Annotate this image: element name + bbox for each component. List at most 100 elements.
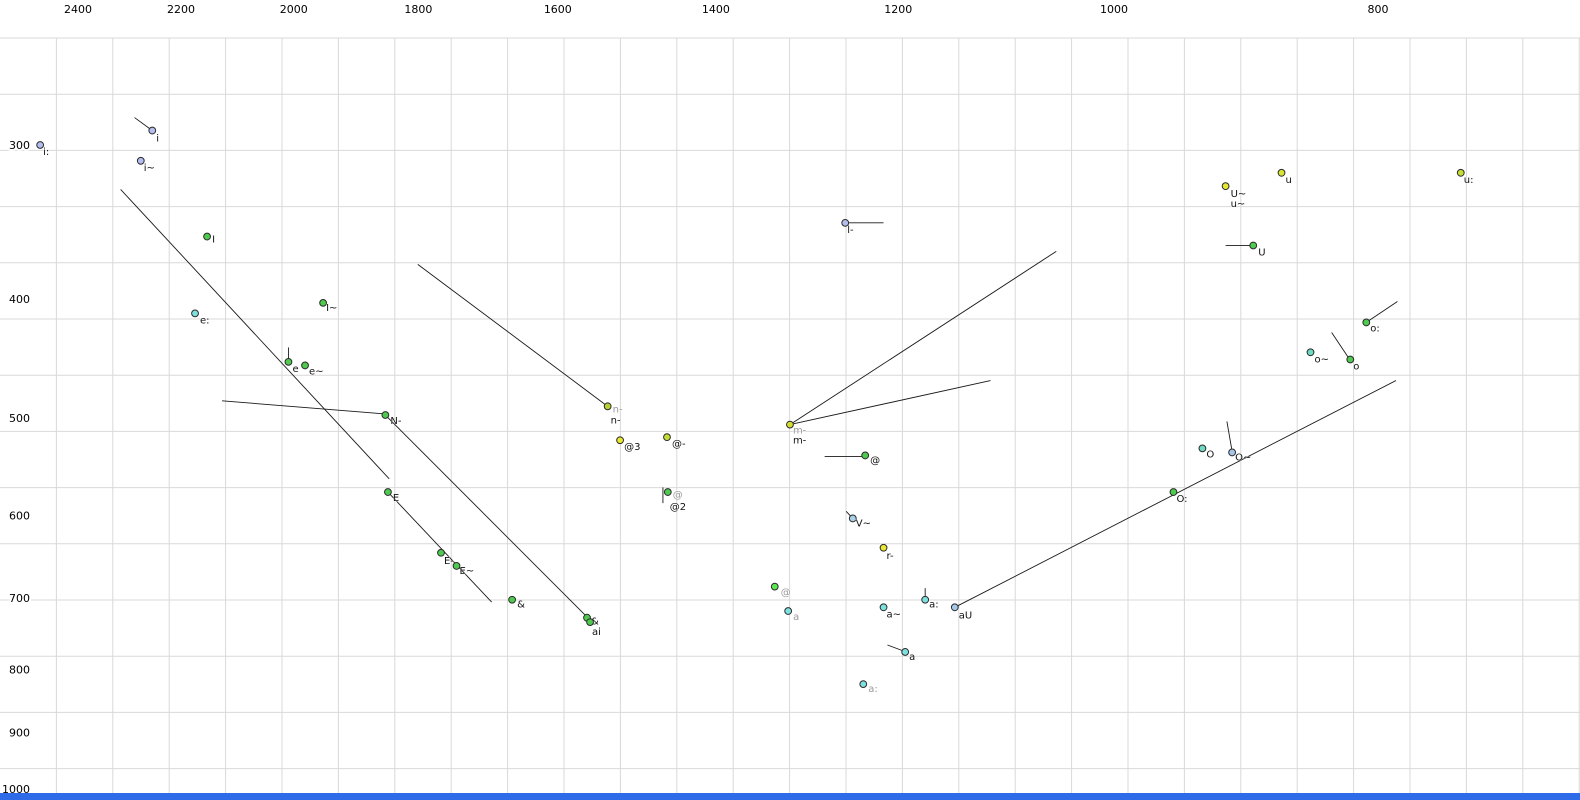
- gridlines: [0, 37, 1580, 793]
- trajectory-line: [1366, 301, 1398, 323]
- vowel-label-U~: U~: [1231, 189, 1247, 200]
- vowel-point-&[interactable]: [508, 595, 517, 604]
- vowel-point-I[interactable]: [203, 232, 211, 241]
- vowel-label-u:: u:: [1464, 175, 1474, 186]
- vowel-label-aU: aU: [959, 610, 972, 621]
- vowel-point-e[interactable]: [284, 357, 293, 366]
- y-tick-label: 700: [9, 592, 30, 605]
- vowel-label-I: I: [212, 235, 215, 246]
- vowel-point-U~[interactable]: [1221, 182, 1230, 191]
- vowel-point-u[interactable]: [1277, 168, 1286, 177]
- vowel-point-V~[interactable]: [848, 514, 857, 523]
- x-tick-label: 2200: [167, 3, 195, 16]
- vowel-point-a:[interactable]: [859, 680, 868, 689]
- formant-trajectory-lines: [120, 117, 1398, 652]
- vowel-points: i:ii~Ie:I~e e~N-n-n-@3 @-@@2EE-E~&&ai@V~r-…: [36, 126, 1474, 695]
- vowel-label-n-: n-: [613, 404, 623, 415]
- vowel-point-m-[interactable]: [786, 420, 794, 429]
- vowel-label-u: u: [1286, 175, 1292, 186]
- x-tick-label: 2000: [280, 3, 308, 16]
- vowel-label-e: e: [292, 364, 298, 375]
- trajectory-line: [789, 380, 991, 426]
- vowel-point-U[interactable]: [1249, 241, 1258, 250]
- vowel-point-n-[interactable]: [603, 402, 612, 411]
- vowel-point-aU[interactable]: [950, 603, 959, 612]
- vowel-label-o:: o:: [1370, 323, 1380, 334]
- trajectory-line: [417, 263, 608, 407]
- vowel-point-ai[interactable]: [586, 618, 594, 627]
- vowel-label-a:: a:: [929, 600, 939, 611]
- vowel-label-&: &: [517, 600, 525, 611]
- trajectory-line: [887, 644, 905, 652]
- vowel-label-o: o: [1353, 361, 1359, 372]
- vowel-label-@-: @-: [672, 439, 686, 450]
- vowel-label-a: a: [793, 612, 799, 623]
- vowel-label-O~: O~: [1235, 452, 1251, 463]
- vowel-point-@3[interactable]: [616, 436, 624, 445]
- vowel-label-e~: e~: [309, 366, 324, 377]
- vowel-point-O~[interactable]: [1228, 448, 1237, 457]
- vowel-label-u~: u~: [1231, 199, 1246, 210]
- vowel-point-N-[interactable]: [381, 411, 390, 419]
- vowel-point-i:[interactable]: [36, 141, 45, 149]
- vowel-point-r-[interactable]: [879, 543, 888, 552]
- vowel-point-o:[interactable]: [1362, 318, 1371, 327]
- x-axis-tick-labels: 2400 2200 2000 1800 1600 1400 1200 1000 800: [64, 3, 1389, 16]
- trajectory-line: [789, 250, 1057, 425]
- vowel-point-i[interactable]: [148, 126, 157, 135]
- vowel-label-O: O: [1206, 449, 1214, 460]
- vowel-label-@2: @2: [670, 502, 686, 513]
- vowel-point-o~[interactable]: [1306, 348, 1315, 357]
- vowel-point-u:[interactable]: [1456, 168, 1465, 177]
- y-tick-label: 600: [9, 510, 30, 523]
- x-tick-label: 1200: [884, 3, 912, 16]
- vowel-point-E-[interactable]: [437, 548, 445, 557]
- vowel-point-a[interactable]: [901, 648, 910, 656]
- vowel-label-a:: a:: [868, 684, 878, 695]
- vowel-point-@-[interactable]: [663, 433, 671, 442]
- trajectory-line: [221, 400, 386, 415]
- vowel-label-i:: i:: [43, 147, 49, 158]
- vowel-label-a~: a~: [887, 609, 902, 620]
- vowel-label-@: @: [781, 588, 791, 599]
- vowel-point-E[interactable]: [384, 488, 392, 496]
- vowel-point-i~[interactable]: [136, 156, 145, 165]
- vowel-point-E~[interactable]: [452, 562, 461, 570]
- x-tick-label: 1000: [1100, 3, 1128, 16]
- y-tick-label: 300: [9, 139, 30, 152]
- vowel-point-o[interactable]: [1346, 355, 1355, 364]
- y-tick-label: 900: [9, 727, 30, 740]
- trajectory-line: [1226, 421, 1233, 452]
- vowel-point-I~[interactable]: [319, 298, 328, 307]
- vowel-label-E: E: [393, 493, 399, 504]
- vowel-label-O:: O:: [1176, 494, 1187, 505]
- trajectory-line: [387, 491, 492, 603]
- vowel-label-m-: m-: [793, 436, 807, 447]
- vowel-point-a:[interactable]: [921, 595, 930, 604]
- vowel-label-E-: E-: [444, 556, 454, 567]
- vowel-label-i~: i~: [144, 163, 155, 174]
- vowel-label-e:: e:: [200, 315, 210, 326]
- bottom-bar: [0, 793, 1580, 800]
- vowel-point-O:[interactable]: [1169, 488, 1178, 496]
- x-tick-label: 2400: [64, 3, 92, 16]
- trajectory-line: [385, 414, 587, 617]
- vowel-point-e~[interactable]: [301, 361, 309, 370]
- vowel-point-@[interactable]: [663, 488, 672, 496]
- vowel-label-V~: V~: [856, 518, 871, 529]
- vowel-point-e:[interactable]: [191, 309, 199, 318]
- vowel-point-@[interactable]: [861, 451, 870, 460]
- trajectory-line: [1331, 332, 1350, 359]
- vowel-point-a~[interactable]: [879, 603, 888, 612]
- vowel-label-N-: N-: [390, 416, 401, 427]
- vowel-label-E~: E~: [460, 566, 475, 577]
- x-tick-label: 800: [1368, 3, 1389, 16]
- vowel-point-O[interactable]: [1198, 444, 1207, 453]
- vowel-point-l-[interactable]: [841, 218, 850, 227]
- vowel-point-@[interactable]: [770, 582, 779, 591]
- vowel-point-a[interactable]: [784, 607, 793, 615]
- vowel-label-&: &: [591, 617, 599, 628]
